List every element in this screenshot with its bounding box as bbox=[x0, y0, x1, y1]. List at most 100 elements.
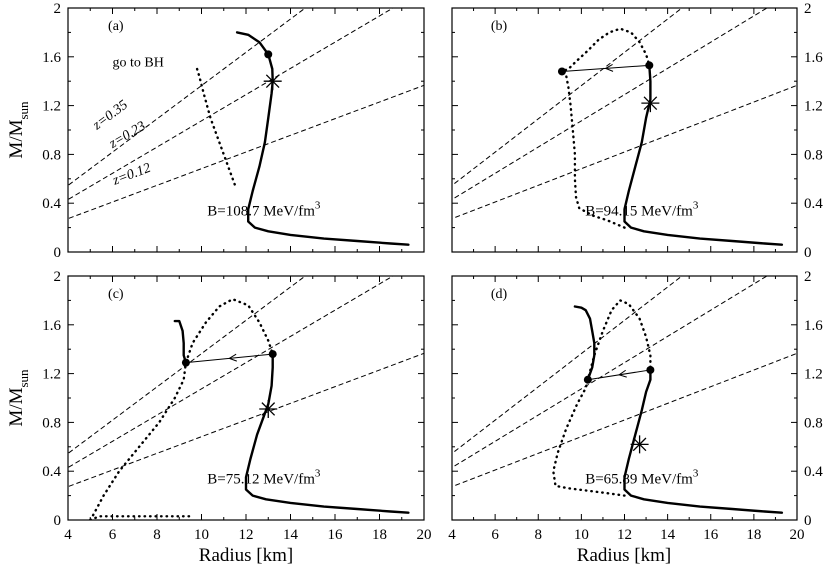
marker-dot bbox=[264, 50, 273, 59]
x-tick-label: 12 bbox=[617, 527, 632, 543]
b-annotation-text: B=65.89 MeV/fm bbox=[585, 471, 693, 487]
solid-curve bbox=[623, 368, 784, 514]
solid2-curve bbox=[173, 319, 188, 364]
svg-text:M/Msun: M/Msun bbox=[6, 369, 31, 427]
transition-arrow-head bbox=[604, 63, 614, 72]
z-line-1 bbox=[452, 276, 683, 455]
dotted-curve bbox=[195, 67, 237, 187]
panel-d: 4 6 8 10 12 14 16 18 200 0.4 0.8 1.2 1.6 2 (d) B=65.89 … bbox=[448, 269, 823, 543]
b-annotation: B=108.7 MeV/fm3 bbox=[207, 199, 321, 219]
y-tick-label: 0 bbox=[804, 513, 812, 529]
b-annotation-superscript: 3 bbox=[693, 199, 699, 211]
marker-dot bbox=[557, 67, 566, 76]
y-axis-title-top: M/Msun bbox=[6, 101, 31, 159]
x-tick-label: 4 bbox=[448, 527, 456, 543]
x-tick-label: 8 bbox=[153, 527, 161, 543]
y-tick-label: 1.6 bbox=[42, 50, 61, 66]
b-annotation: B=94.15 MeV/fm3 bbox=[585, 199, 699, 219]
y-tick-label: 2 bbox=[804, 1, 812, 17]
transition-arrow-head bbox=[617, 369, 627, 378]
marker-star bbox=[259, 399, 278, 418]
panel-note: go to BH bbox=[113, 56, 164, 71]
y-tick-label: 2 bbox=[804, 269, 812, 285]
x-tick-label: 10 bbox=[574, 527, 589, 543]
panel-a: 0 0.4 0.8 1.2 1.6 2 (a) go to BH B=108.7 MeV/fm3… bbox=[42, 1, 425, 261]
x-tick-label: 16 bbox=[328, 527, 344, 543]
y-tick-label: 0.8 bbox=[804, 415, 823, 431]
z-line-1 bbox=[452, 8, 683, 187]
star-stroke bbox=[643, 96, 658, 110]
y-axis-title-bottom: M/Msun bbox=[6, 369, 31, 427]
panel-b: 0 0.4 0.8 1.2 1.6 2 (b) B=94.15 MeV/fm3 bbox=[451, 1, 823, 261]
y-tick-label: 1.2 bbox=[804, 367, 823, 383]
x-tick-label: 6 bbox=[491, 527, 499, 543]
b-annotation-text: B=108.7 MeV/fm bbox=[207, 203, 315, 219]
b-annotation-superscript: 3 bbox=[693, 467, 699, 479]
panel-c: 4 6 8 10 12 14 16 18 20 0 0.4 0.8 1.2 1.6 2 (c) B=75.12 … bbox=[42, 269, 431, 543]
y-tick-label: 0.8 bbox=[42, 147, 61, 163]
ticks: 0 0.4 0.8 1.2 1.6 2 bbox=[42, 1, 425, 261]
b-annotation-superscript: 3 bbox=[315, 199, 321, 211]
dotted2-curve bbox=[89, 515, 192, 520]
marker-dot bbox=[583, 375, 592, 384]
y-tick-label: 1.2 bbox=[804, 99, 823, 115]
x-tick-label: 10 bbox=[194, 527, 209, 543]
x-tick-label: 6 bbox=[109, 527, 117, 543]
plot-area bbox=[452, 8, 797, 246]
x-axis-title-right: Radius [km] bbox=[577, 545, 671, 566]
dotted-curve bbox=[559, 27, 651, 229]
x-tick-label: 14 bbox=[283, 527, 299, 543]
star-stroke bbox=[265, 74, 280, 89]
z-line-2 bbox=[68, 8, 394, 201]
z-line-3 bbox=[452, 352, 797, 488]
y-tick-label: 0 bbox=[54, 513, 62, 529]
y-tick-label: 0.4 bbox=[42, 464, 61, 480]
y-tick-label: 1.2 bbox=[42, 99, 61, 115]
y-tick-label: 0.4 bbox=[804, 196, 823, 212]
marker-dot bbox=[645, 61, 654, 70]
x-tick-label: 18 bbox=[372, 527, 387, 543]
x-tick-label: 20 bbox=[790, 527, 805, 543]
b-annotation-text: B=94.15 MeV/fm bbox=[585, 203, 693, 219]
y-tick-label: 0 bbox=[54, 245, 62, 261]
x-tick-label: 8 bbox=[535, 527, 543, 543]
b-annotation: B=65.89 MeV/fm3 bbox=[585, 467, 699, 487]
z-line-2 bbox=[452, 8, 768, 201]
y-axis-title-main: M/M bbox=[6, 387, 27, 426]
z-line-3 bbox=[452, 84, 797, 220]
x-tick-label: 4 bbox=[64, 527, 72, 543]
y-axis-title-sub: sun bbox=[16, 101, 31, 120]
marker-star bbox=[263, 72, 282, 91]
z-line-3 bbox=[68, 84, 424, 220]
marker-star bbox=[630, 435, 649, 454]
solid2-curve bbox=[573, 305, 596, 381]
marker-dot bbox=[268, 350, 277, 359]
marker-dot bbox=[181, 358, 190, 367]
x-axis-title-left: Radius [km] bbox=[199, 545, 293, 566]
y-tick-label: 0.4 bbox=[804, 464, 823, 480]
x-tick-label: 14 bbox=[660, 527, 676, 543]
plot-area bbox=[68, 276, 424, 520]
dotted-curve bbox=[552, 298, 652, 497]
panel-label: (b) bbox=[491, 19, 508, 34]
y-tick-label: 0.8 bbox=[42, 415, 61, 431]
b-annotation: B=75.12 MeV/fm3 bbox=[207, 467, 321, 487]
b-annotation-text: B=75.12 MeV/fm bbox=[207, 471, 315, 487]
panel-label: (a) bbox=[108, 19, 124, 34]
y-axis-title-sub: sun bbox=[16, 369, 31, 388]
ticks: 0 0.4 0.8 1.2 1.6 2 bbox=[451, 1, 823, 261]
z-line-3 bbox=[68, 352, 424, 488]
y-tick-label: 0.8 bbox=[804, 147, 823, 163]
x-tick-label: 12 bbox=[239, 527, 254, 543]
z-line-label: z=0.12 bbox=[110, 161, 153, 189]
y-tick-label: 2 bbox=[54, 269, 62, 285]
y-axis-title-main: M/M bbox=[6, 119, 27, 158]
solid-curve bbox=[623, 64, 784, 246]
y-tick-label: 1.2 bbox=[42, 367, 61, 383]
z-line-label: z=0.23 bbox=[106, 119, 148, 152]
z-line-1 bbox=[68, 276, 307, 455]
x-tick-label: 20 bbox=[417, 527, 432, 543]
